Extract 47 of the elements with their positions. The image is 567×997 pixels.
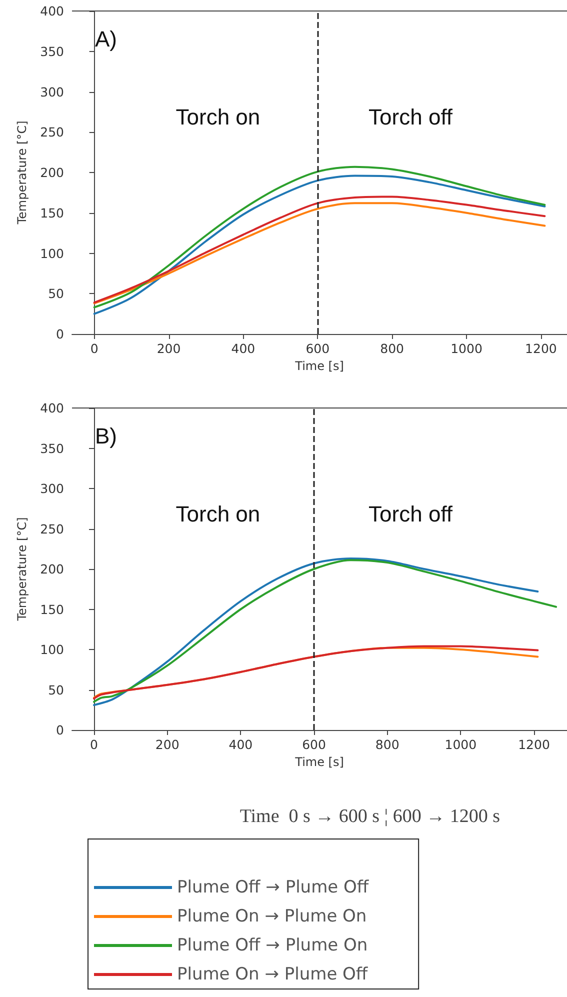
y-tick-label: 0 (56, 722, 64, 738)
y-tick-label: 400 (40, 400, 64, 416)
y-tick-label: 150 (40, 602, 64, 617)
legend-label: Plume Off → Plume Off (177, 878, 370, 898)
x-tick-label: 200 (156, 341, 181, 356)
y-tick-label: 200 (40, 562, 64, 576)
y-tick-label: 250 (40, 521, 64, 536)
x-tick-label: 800 (380, 341, 404, 356)
text: A) (95, 26, 117, 52)
legend-title: Time 0 s → 600 s ¦ 600 → 1200 s (240, 806, 500, 827)
legend-label: Plume On → Plume On (177, 906, 367, 926)
y-axis-title: Temperature [°C] (15, 120, 29, 226)
x-tick-label: 800 (375, 737, 400, 752)
legend-label: Plume On → Plume Off (177, 964, 369, 984)
y-tick-label: 150 (40, 205, 64, 220)
y-tick-label: 300 (40, 84, 64, 100)
y-tick-label: 250 (40, 124, 64, 140)
annotation: Torch off (368, 104, 454, 130)
x-tick-label: 1200 (525, 341, 557, 356)
annotation: Torch off (368, 502, 454, 526)
y-tick-label: 300 (40, 481, 64, 496)
y-tick-label: 50 (48, 286, 64, 302)
x-axis-title: Time [s] (294, 359, 344, 373)
y-tick-label: 0 (56, 326, 64, 342)
x-tick-label: 1000 (450, 341, 482, 356)
x-tick-label: 0 (90, 737, 98, 752)
y-tick-label: 200 (40, 165, 64, 180)
x-tick-label: 200 (155, 737, 180, 752)
y-tick-label: 350 (40, 440, 64, 456)
x-axis-title: Time [s] (294, 755, 344, 769)
x-tick-label: 400 (228, 737, 253, 752)
annotation: Torch on (176, 104, 260, 130)
x-tick-label: 0 (90, 341, 98, 356)
y-tick-label: 350 (40, 44, 64, 59)
x-tick-label: 400 (231, 341, 256, 356)
x-tick-label: 1000 (444, 737, 477, 752)
text: B) (95, 424, 117, 448)
y-tick-label: 100 (40, 642, 64, 657)
x-tick-label: 600 (306, 341, 330, 356)
y-tick-label: 50 (48, 682, 64, 698)
x-tick-label: 1200 (518, 737, 550, 752)
y-axis-title: Temperature [°C] (15, 517, 29, 622)
x-tick-label: 600 (302, 737, 326, 752)
legend-label: Plume Off → Plume On (177, 936, 368, 956)
y-tick-label: 400 (40, 4, 64, 18)
annotation: Torch on (176, 502, 260, 526)
y-tick-label: 100 (40, 246, 64, 261)
